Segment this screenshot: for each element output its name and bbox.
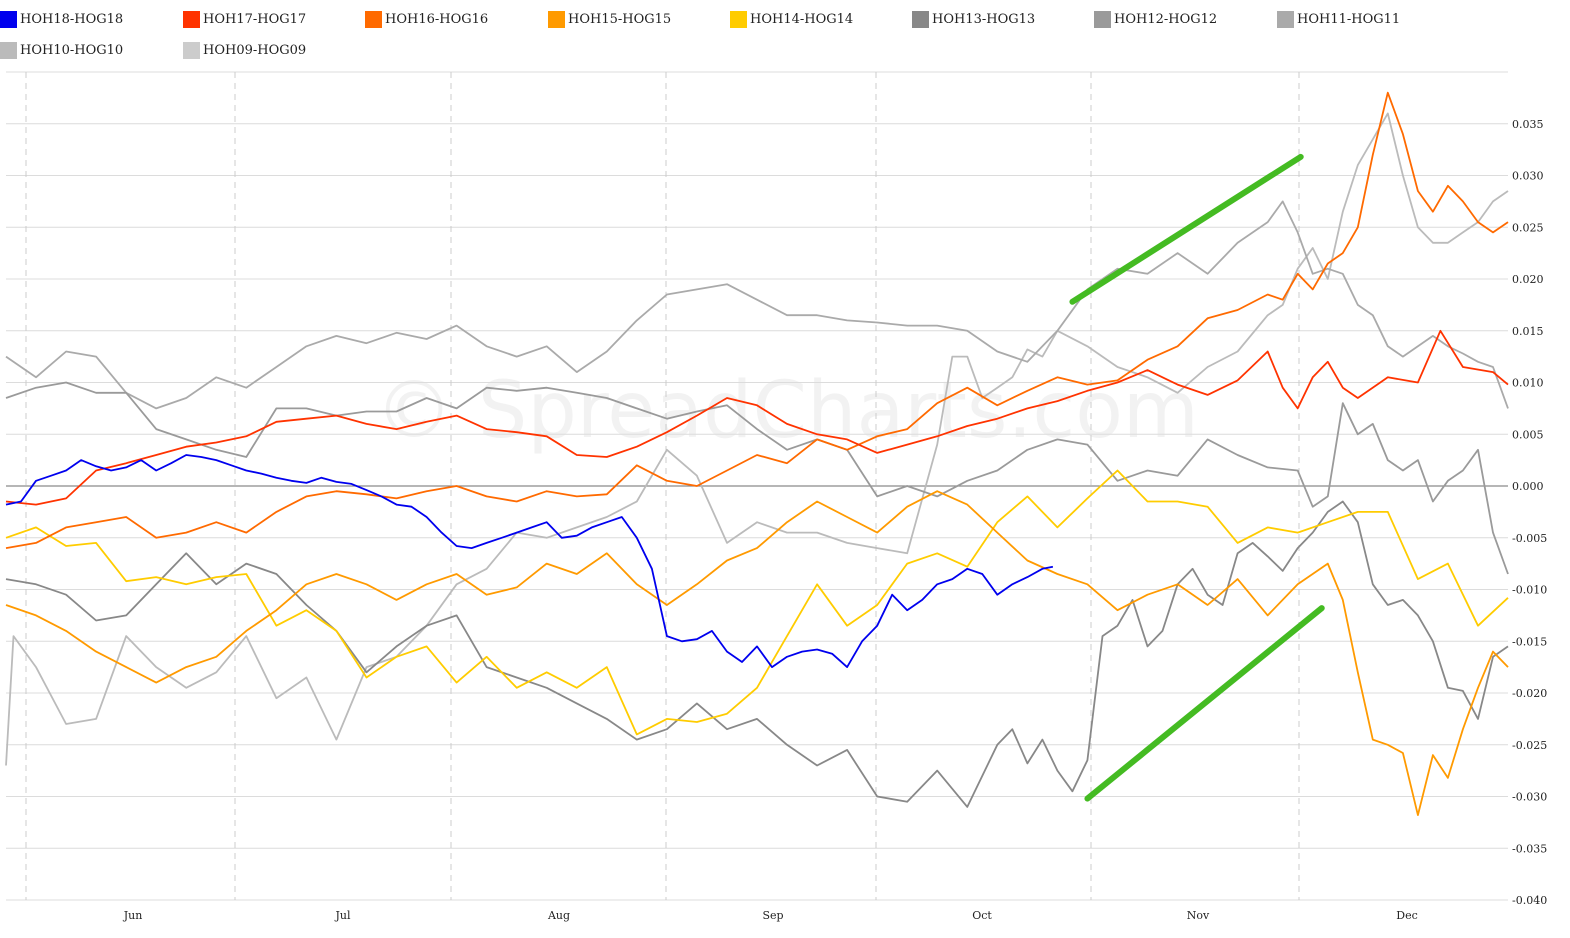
series-line-hoh12-hog12 [5,381,1509,575]
legend-swatch [912,10,929,28]
y-tick-label: -0.015 [1512,635,1547,648]
x-tick-label: Dec [1396,909,1418,922]
y-tick-label: -0.030 [1512,791,1547,804]
x-tick-label: Aug [547,909,570,922]
legend-label: HOH18-HOG18 [20,11,124,27]
legend-label: HOH12-HOG12 [1114,11,1218,27]
legend-item[interactable]: HOH11-HOG11 [1277,10,1400,28]
legend-item[interactable]: HOH18-HOG18 [0,10,123,28]
y-tick-label: 0.000 [1512,480,1544,493]
legend-label: HOH11-HOG11 [1297,11,1401,27]
legend-swatch [0,10,17,28]
y-tick-label: 0.030 [1512,170,1544,183]
y-tick-label: -0.025 [1512,739,1547,752]
legend-item[interactable]: HOH10-HOG10 [0,41,123,59]
legend-item[interactable]: HOH16-HOG16 [365,10,488,28]
trend-line-annotation [1084,605,1325,802]
legend-item[interactable]: HOH17-HOG17 [183,10,306,28]
x-tick-label: Sep [762,909,783,922]
x-tick-label: Jul [334,909,350,922]
series-line-hoh15-hog15 [5,490,1509,816]
trend-line-annotation [1069,153,1304,305]
legend-swatch [0,41,17,59]
y-tick-label: -0.005 [1512,532,1547,545]
legend-label: HOH14-HOG14 [750,11,854,27]
legend-swatch [1094,10,1111,28]
x-tick-label: Jun [123,909,143,922]
legend-swatch [548,10,565,28]
legend-swatch [730,10,747,28]
y-tick-label: 0.005 [1512,428,1544,441]
legend-label: HOH17-HOG17 [203,11,307,27]
y-tick-label: -0.035 [1512,842,1547,855]
legend-swatch [365,10,382,28]
y-tick-label: 0.020 [1512,273,1544,286]
legend-swatch [1277,10,1294,28]
y-tick-label: -0.040 [1512,894,1547,907]
y-tick-label: 0.035 [1512,118,1544,131]
legend-swatch [183,10,200,28]
legend-item[interactable]: HOH13-HOG13 [912,10,1035,28]
series-line-hoh16-hog16 [5,91,1509,549]
legend-label: HOH09-HOG09 [203,42,307,58]
legend-item[interactable]: HOH09-HOG09 [183,41,306,59]
x-tick-label: Oct [972,909,992,922]
y-tick-label: 0.015 [1512,325,1544,338]
legend-label: HOH13-HOG13 [932,11,1036,27]
y-tick-label: 0.025 [1512,221,1544,234]
legend-label: HOH16-HOG16 [385,11,489,27]
legend-item[interactable]: HOH15-HOG15 [548,10,671,28]
legend-swatch [183,41,200,59]
legend-item[interactable]: HOH14-HOG14 [730,10,853,28]
legend-label: HOH15-HOG15 [568,11,672,27]
series-line-hoh18-hog18 [5,454,1054,668]
x-tick-label: Nov [1187,909,1210,922]
legend: HOH18-HOG18 HOH17-HOG17 HOH16-HOG16 HOH15-H… [0,10,1560,66]
series-line-hoh14-hog14 [5,469,1509,736]
y-tick-label: 0.010 [1512,377,1544,390]
series-line-hoh11-hog11 [5,200,1509,410]
y-tick-label: -0.010 [1512,584,1547,597]
series-line-hoh17-hog17 [5,329,1509,506]
legend-label: HOH10-HOG10 [20,42,124,58]
y-tick-label: -0.020 [1512,687,1547,700]
legend-item[interactable]: HOH12-HOG12 [1094,10,1217,28]
